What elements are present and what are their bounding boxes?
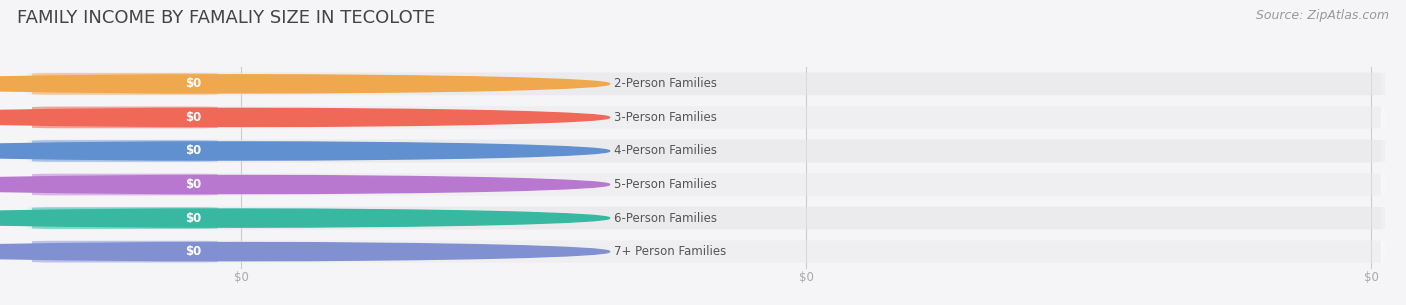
Text: $0: $0	[799, 271, 814, 284]
Text: $0: $0	[186, 145, 201, 157]
Text: $0: $0	[186, 212, 201, 224]
Circle shape	[0, 175, 610, 194]
Circle shape	[0, 75, 610, 93]
Text: 5-Person Families: 5-Person Families	[614, 178, 717, 191]
Text: 3-Person Families: 3-Person Families	[614, 111, 717, 124]
FancyBboxPatch shape	[28, 207, 1385, 229]
Text: FAMILY INCOME BY FAMALIY SIZE IN TECOLOTE: FAMILY INCOME BY FAMALIY SIZE IN TECOLOT…	[17, 9, 434, 27]
Text: Source: ZipAtlas.com: Source: ZipAtlas.com	[1256, 9, 1389, 22]
FancyBboxPatch shape	[32, 73, 218, 95]
Text: 2-Person Families: 2-Person Families	[614, 77, 717, 90]
FancyBboxPatch shape	[32, 241, 218, 262]
FancyBboxPatch shape	[32, 107, 218, 128]
FancyBboxPatch shape	[28, 240, 1385, 263]
Circle shape	[0, 142, 610, 160]
Text: $0: $0	[186, 77, 201, 90]
FancyBboxPatch shape	[32, 207, 218, 229]
FancyBboxPatch shape	[32, 240, 1381, 263]
FancyBboxPatch shape	[32, 173, 1381, 196]
Circle shape	[0, 108, 610, 127]
Circle shape	[0, 242, 610, 261]
FancyBboxPatch shape	[28, 73, 1385, 95]
Text: $0: $0	[1364, 271, 1379, 284]
Text: 4-Person Families: 4-Person Families	[614, 145, 717, 157]
FancyBboxPatch shape	[28, 106, 1385, 129]
Text: $0: $0	[186, 111, 201, 124]
Text: $0: $0	[186, 178, 201, 191]
Text: 7+ Person Families: 7+ Person Families	[614, 245, 725, 258]
Text: $0: $0	[186, 245, 201, 258]
Circle shape	[0, 209, 610, 227]
Text: 6-Person Families: 6-Person Families	[614, 212, 717, 224]
FancyBboxPatch shape	[28, 173, 1385, 196]
FancyBboxPatch shape	[32, 140, 218, 162]
FancyBboxPatch shape	[32, 106, 1381, 129]
FancyBboxPatch shape	[28, 140, 1385, 162]
FancyBboxPatch shape	[32, 73, 1381, 95]
Text: $0: $0	[233, 271, 249, 284]
FancyBboxPatch shape	[32, 140, 1381, 162]
FancyBboxPatch shape	[32, 174, 218, 195]
FancyBboxPatch shape	[32, 207, 1381, 229]
